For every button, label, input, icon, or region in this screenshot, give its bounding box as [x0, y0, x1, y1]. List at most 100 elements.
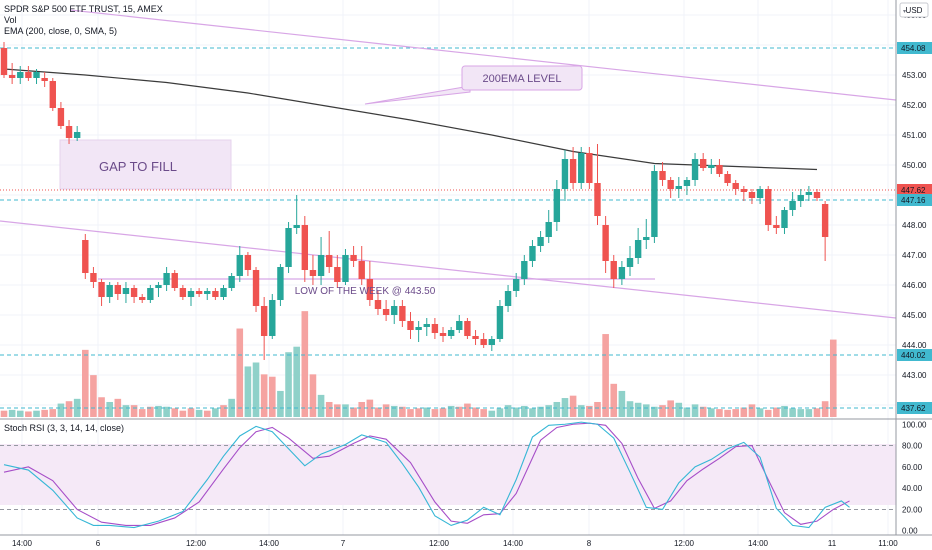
price-level-badge[interactable]	[897, 349, 932, 361]
price-level-badge[interactable]	[897, 42, 932, 54]
candle-body	[504, 291, 512, 306]
candle-body	[382, 309, 390, 315]
volume-bar	[301, 311, 309, 417]
candle-body	[594, 183, 601, 216]
volume-bar	[821, 401, 829, 417]
volume-bar	[147, 406, 154, 417]
price-level-badge[interactable]	[897, 184, 932, 196]
volume-bar	[203, 410, 211, 417]
candle-body	[57, 108, 65, 126]
volume-bar	[504, 405, 512, 417]
volume-bar	[699, 406, 707, 417]
candle-body	[334, 267, 341, 282]
volume-bar	[423, 407, 431, 417]
volume-bar	[33, 410, 40, 417]
candle-body	[813, 192, 821, 198]
volume-bar	[797, 409, 805, 417]
candle-body	[358, 261, 365, 279]
candles[interactable]	[0, 42, 829, 360]
candle-body	[626, 258, 634, 267]
volume-bar	[358, 401, 366, 417]
stoch-axis[interactable]: 100.00 80.00 60.00 40.00 20.00 0.00	[902, 420, 927, 535]
stoch-tick-label: 100.00	[902, 420, 927, 429]
upper-trend-line[interactable]	[69, 9, 897, 101]
price-tick-label: 447.00	[902, 251, 927, 260]
symbol-title[interactable]: SPDR S&P 500 ETF TRUST, 15, AMEX	[4, 4, 163, 14]
time-tick-label: 12:00	[674, 539, 695, 548]
volume-bar	[390, 405, 398, 417]
volume-bar	[716, 409, 723, 417]
candle-body	[260, 306, 268, 336]
price-levels	[0, 47, 896, 409]
volume-bar	[212, 408, 219, 417]
stoch-k-line[interactable]	[3, 421, 850, 529]
ema-legend[interactable]: EMA (200, close, 0, SMA, 5)	[4, 26, 117, 36]
candle-body	[285, 228, 292, 267]
volume-bar	[171, 408, 179, 417]
volume-bar	[642, 404, 650, 417]
volume-bar	[610, 383, 618, 417]
ema-callout-text: 200EMA LEVEL	[483, 73, 562, 85]
candle-body	[748, 192, 756, 198]
volume-legend[interactable]: Vol	[4, 15, 17, 25]
stoch-legend[interactable]: Stoch RSI (3, 3, 14, 14, close)	[4, 423, 124, 433]
volume-bar	[805, 409, 813, 417]
candle-body	[366, 279, 374, 300]
price-axis[interactable]: 442.00443.00444.00445.00446.00447.00448.…	[897, 11, 932, 414]
volume-bar	[57, 403, 65, 417]
candle-body	[472, 336, 479, 339]
volume-bar	[268, 376, 276, 417]
volume-bar	[334, 404, 341, 417]
candle-body	[163, 273, 170, 285]
volume-bar	[683, 407, 691, 417]
candle-body	[521, 261, 528, 279]
candle-body	[561, 159, 569, 189]
candle-body	[244, 255, 252, 270]
time-axis[interactable]: 14:00 6 12:00 14:00 7 12:00 14:00 8 12:00 14:00 11…	[12, 539, 898, 548]
candle-body	[139, 297, 146, 300]
candle-body	[155, 285, 162, 288]
ema-callout-box[interactable]	[461, 65, 583, 91]
volume-bar	[98, 397, 105, 417]
stoch-tick-label: 20.00	[902, 505, 923, 514]
candle-body	[740, 189, 748, 192]
candle-body	[464, 321, 471, 336]
price-tick-label: 450.00	[902, 161, 927, 170]
candle-body	[41, 78, 48, 81]
candle-body	[407, 321, 414, 330]
volume-bar	[553, 401, 561, 417]
volume-bar	[732, 409, 739, 417]
candle-body	[293, 225, 300, 228]
lower-trend-line[interactable]	[0, 220, 897, 319]
currency-button[interactable]	[899, 2, 929, 18]
price-level-badge-label: 437.62	[901, 404, 926, 413]
volume-bar	[634, 402, 642, 417]
volume-bar	[350, 407, 357, 417]
candle-body	[447, 330, 455, 336]
candle-body	[683, 180, 691, 186]
stoch-rsi-lines[interactable]	[0, 421, 896, 529]
candle-body	[431, 324, 439, 333]
volume-bar	[252, 362, 260, 417]
candle-body	[98, 282, 105, 297]
candle-body	[25, 72, 32, 78]
price-tick-label: 448.00	[902, 221, 927, 230]
price-level-badge[interactable]	[897, 194, 932, 206]
candle-body	[114, 285, 122, 294]
price-level-badge-label: 447.16	[901, 196, 926, 205]
ema-200-line[interactable]	[3, 68, 818, 171]
candle-body	[456, 321, 463, 330]
trend-lines[interactable]	[0, 9, 897, 319]
volume-bar	[480, 409, 487, 417]
price-level-badge[interactable]	[897, 402, 932, 414]
candle-body	[821, 204, 829, 237]
candle-body	[773, 225, 780, 228]
candle-body	[342, 255, 349, 282]
candle-body	[350, 255, 357, 261]
volume-bar	[529, 408, 536, 417]
candle-body	[651, 171, 658, 237]
stoch-d-line[interactable]	[3, 422, 850, 526]
time-tick-label: 14:00	[259, 539, 280, 548]
gap-zone[interactable]	[59, 139, 232, 190]
